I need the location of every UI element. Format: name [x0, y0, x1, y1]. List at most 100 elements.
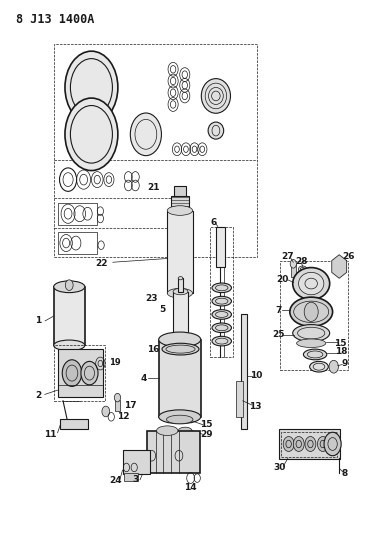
Ellipse shape	[310, 361, 328, 372]
Circle shape	[65, 280, 73, 290]
Ellipse shape	[178, 277, 183, 280]
Bar	[123, 450, 150, 474]
Text: 8: 8	[342, 469, 348, 478]
Ellipse shape	[297, 339, 326, 348]
Ellipse shape	[167, 288, 193, 298]
Bar	[280, 261, 348, 370]
Circle shape	[102, 406, 110, 417]
Text: 7: 7	[275, 306, 282, 314]
Text: 21: 21	[147, 183, 160, 192]
Circle shape	[81, 361, 98, 385]
Ellipse shape	[167, 206, 193, 215]
Ellipse shape	[212, 310, 231, 319]
Bar	[54, 44, 257, 257]
Text: 17: 17	[124, 401, 137, 409]
Text: 15: 15	[334, 340, 347, 348]
Bar	[54, 287, 85, 345]
Ellipse shape	[293, 268, 330, 300]
Circle shape	[324, 432, 341, 456]
Text: 12: 12	[117, 413, 129, 421]
Ellipse shape	[178, 427, 192, 434]
Text: 4: 4	[141, 374, 147, 383]
Text: 19: 19	[109, 358, 121, 367]
Bar	[147, 431, 200, 473]
Ellipse shape	[293, 325, 330, 342]
Ellipse shape	[173, 288, 188, 295]
Ellipse shape	[166, 415, 193, 424]
Bar	[291, 264, 296, 277]
Ellipse shape	[173, 341, 188, 347]
Bar	[171, 196, 189, 211]
Ellipse shape	[212, 283, 231, 293]
Ellipse shape	[162, 343, 199, 355]
Ellipse shape	[299, 272, 324, 295]
Text: 29: 29	[200, 430, 212, 439]
Text: 28: 28	[295, 257, 308, 265]
Text: 25: 25	[272, 330, 285, 339]
Ellipse shape	[159, 410, 201, 424]
Ellipse shape	[212, 296, 231, 306]
Bar	[236, 381, 243, 417]
Circle shape	[65, 98, 118, 171]
Bar	[216, 227, 225, 266]
Circle shape	[62, 360, 82, 386]
Text: 2: 2	[35, 391, 41, 400]
Text: 13: 13	[249, 402, 261, 410]
Bar	[124, 473, 138, 481]
Ellipse shape	[54, 281, 85, 293]
Circle shape	[305, 437, 316, 451]
Circle shape	[130, 113, 161, 156]
Circle shape	[283, 437, 294, 451]
Text: 1: 1	[35, 317, 41, 325]
Bar	[210, 227, 233, 357]
Text: 9: 9	[342, 359, 348, 368]
Bar	[281, 432, 337, 457]
Ellipse shape	[208, 122, 224, 139]
Bar	[58, 349, 103, 397]
Bar	[115, 400, 120, 411]
Bar	[241, 314, 247, 429]
Text: 11: 11	[44, 430, 57, 439]
Text: 23: 23	[145, 294, 158, 303]
Ellipse shape	[212, 323, 231, 333]
Text: 6: 6	[210, 219, 216, 227]
Ellipse shape	[202, 78, 230, 114]
Ellipse shape	[303, 349, 327, 360]
Text: 22: 22	[95, 260, 107, 268]
Bar	[159, 340, 201, 417]
Bar	[174, 186, 186, 196]
Bar	[178, 278, 183, 292]
Text: 14: 14	[184, 483, 197, 492]
Bar	[58, 232, 97, 254]
Text: 16: 16	[147, 345, 160, 353]
Text: 30: 30	[273, 464, 286, 472]
Text: 5: 5	[159, 305, 166, 313]
Circle shape	[114, 393, 121, 402]
Circle shape	[317, 437, 328, 451]
Ellipse shape	[54, 340, 85, 351]
Text: 26: 26	[342, 253, 354, 261]
Circle shape	[293, 437, 304, 451]
Circle shape	[304, 302, 318, 321]
Circle shape	[329, 360, 338, 373]
Text: 3: 3	[132, 475, 138, 484]
Text: 24: 24	[110, 477, 122, 485]
Circle shape	[290, 260, 296, 268]
Text: 27: 27	[282, 253, 294, 261]
Polygon shape	[332, 255, 347, 278]
Bar	[54, 345, 105, 401]
Text: 8 J13 1400A: 8 J13 1400A	[16, 13, 94, 26]
Ellipse shape	[159, 332, 201, 347]
Bar	[279, 429, 340, 459]
Bar	[173, 292, 188, 344]
Text: 10: 10	[250, 372, 262, 380]
Bar	[60, 419, 88, 429]
Ellipse shape	[298, 266, 307, 272]
Text: 15: 15	[200, 421, 212, 429]
Ellipse shape	[290, 297, 333, 326]
Text: 18: 18	[335, 348, 348, 356]
Bar	[58, 203, 97, 225]
Circle shape	[65, 51, 118, 124]
Ellipse shape	[212, 336, 231, 346]
Bar	[167, 211, 193, 293]
